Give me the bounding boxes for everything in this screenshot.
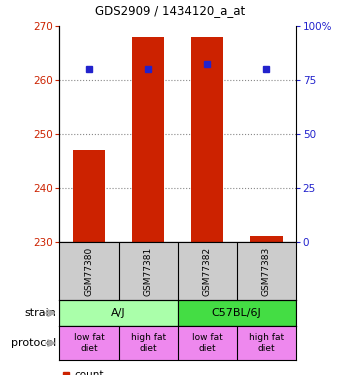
Bar — [177, 300, 296, 326]
Text: GSM77382: GSM77382 — [203, 246, 212, 296]
Bar — [59, 300, 177, 326]
Text: A/J: A/J — [111, 308, 126, 318]
Bar — [191, 37, 223, 242]
Text: high fat
diet: high fat diet — [249, 333, 284, 353]
Text: low fat
diet: low fat diet — [74, 333, 104, 353]
Bar — [132, 37, 164, 242]
Text: GSM77383: GSM77383 — [262, 246, 271, 296]
Text: GSM77381: GSM77381 — [143, 246, 153, 296]
Text: GSM77380: GSM77380 — [85, 246, 94, 296]
Bar — [73, 150, 105, 242]
Text: high fat
diet: high fat diet — [131, 333, 166, 353]
Bar — [250, 237, 283, 242]
Text: protocol: protocol — [11, 338, 56, 348]
Text: low fat
diet: low fat diet — [192, 333, 223, 353]
Text: C57BL/6J: C57BL/6J — [212, 308, 261, 318]
Text: strain: strain — [24, 308, 56, 318]
Text: count: count — [75, 370, 104, 375]
Text: GDS2909 / 1434120_a_at: GDS2909 / 1434120_a_at — [95, 4, 245, 17]
